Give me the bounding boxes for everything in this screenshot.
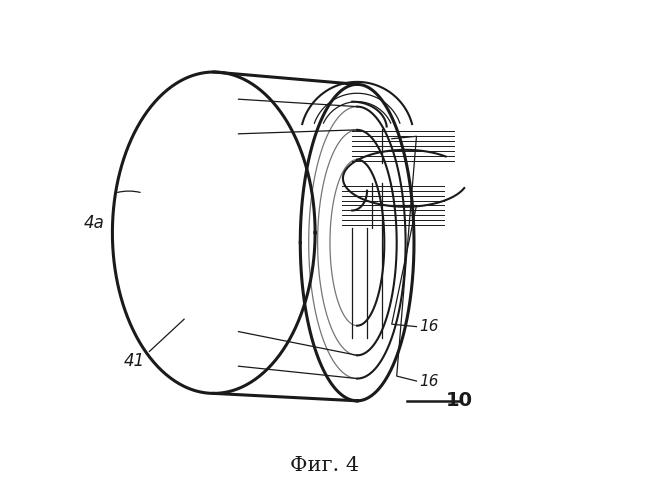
Text: 10: 10 [446,392,473,410]
Text: 41: 41 [124,352,145,370]
Text: 4a: 4a [84,214,105,232]
Text: 16: 16 [419,319,439,334]
Text: Фиг. 4: Фиг. 4 [291,456,359,475]
Text: 16: 16 [419,374,439,388]
